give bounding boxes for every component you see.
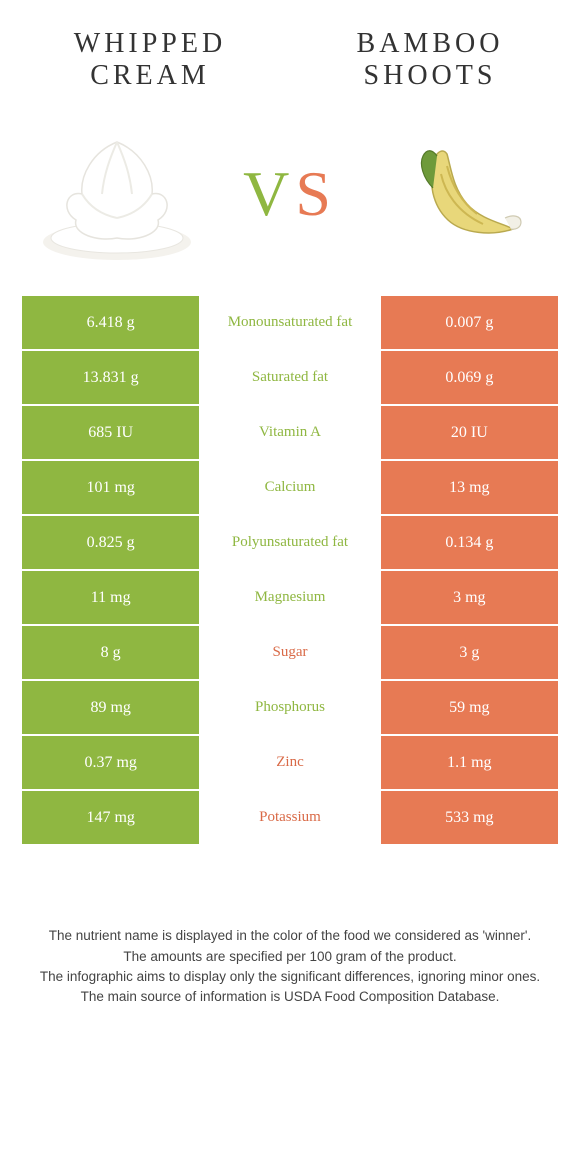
nutrient-label: Zinc	[200, 735, 379, 790]
whipped-cream-image	[32, 124, 202, 264]
value-left: 8 g	[21, 625, 200, 680]
value-left: 6.418 g	[21, 295, 200, 350]
footer-line-3: The infographic aims to display only the…	[30, 967, 550, 987]
nutrient-row: 147 mgPotassium533 mg	[21, 790, 559, 845]
title-left: WHIPPED CREAM	[40, 28, 260, 92]
nutrient-label: Calcium	[200, 460, 379, 515]
value-left: 147 mg	[21, 790, 200, 845]
nutrient-label: Magnesium	[200, 570, 379, 625]
nutrient-label: Potassium	[200, 790, 379, 845]
nutrient-table: 6.418 gMonounsaturated fat0.007 g13.831 …	[20, 294, 560, 846]
nutrient-row: 13.831 gSaturated fat0.069 g	[21, 350, 559, 405]
nutrient-label: Monounsaturated fat	[200, 295, 379, 350]
footer-line-4: The main source of information is USDA F…	[30, 987, 550, 1007]
value-left: 101 mg	[21, 460, 200, 515]
nutrient-label: Phosphorus	[200, 680, 379, 735]
value-left: 11 mg	[21, 570, 200, 625]
footer-line-2: The amounts are specified per 100 gram o…	[30, 947, 550, 967]
footer-line-1: The nutrient name is displayed in the co…	[30, 926, 550, 946]
nutrient-row: 8 gSugar3 g	[21, 625, 559, 680]
vs-label: VS	[243, 157, 337, 231]
value-left: 13.831 g	[21, 350, 200, 405]
nutrient-row: 89 mgPhosphorus59 mg	[21, 680, 559, 735]
nutrient-label: Saturated fat	[200, 350, 379, 405]
value-left: 0.37 mg	[21, 735, 200, 790]
vs-v: V	[243, 157, 295, 231]
value-right: 0.069 g	[380, 350, 559, 405]
nutrient-row: 101 mgCalcium13 mg	[21, 460, 559, 515]
value-right: 533 mg	[380, 790, 559, 845]
vs-s: S	[295, 157, 337, 231]
nutrient-row: 11 mgMagnesium3 mg	[21, 570, 559, 625]
value-right: 13 mg	[380, 460, 559, 515]
nutrient-label: Sugar	[200, 625, 379, 680]
titles-row: WHIPPED CREAM BAMBOO SHOOTS	[0, 0, 580, 112]
footer-notes: The nutrient name is displayed in the co…	[30, 926, 550, 1007]
value-right: 59 mg	[380, 680, 559, 735]
images-row: VS	[0, 112, 580, 294]
value-right: 20 IU	[380, 405, 559, 460]
value-right: 1.1 mg	[380, 735, 559, 790]
value-left: 0.825 g	[21, 515, 200, 570]
value-left: 685 IU	[21, 405, 200, 460]
value-right: 0.007 g	[380, 295, 559, 350]
value-right: 3 g	[380, 625, 559, 680]
value-right: 0.134 g	[380, 515, 559, 570]
nutrient-label: Vitamin A	[200, 405, 379, 460]
nutrient-row: 685 IUVitamin A20 IU	[21, 405, 559, 460]
value-right: 3 mg	[380, 570, 559, 625]
nutrient-label: Polyunsaturated fat	[200, 515, 379, 570]
value-left: 89 mg	[21, 680, 200, 735]
nutrient-row: 6.418 gMonounsaturated fat0.007 g	[21, 295, 559, 350]
title-right: BAMBOO SHOOTS	[320, 28, 540, 92]
nutrient-row: 0.825 gPolyunsaturated fat0.134 g	[21, 515, 559, 570]
bamboo-shoots-image	[378, 124, 548, 264]
nutrient-row: 0.37 mgZinc1.1 mg	[21, 735, 559, 790]
